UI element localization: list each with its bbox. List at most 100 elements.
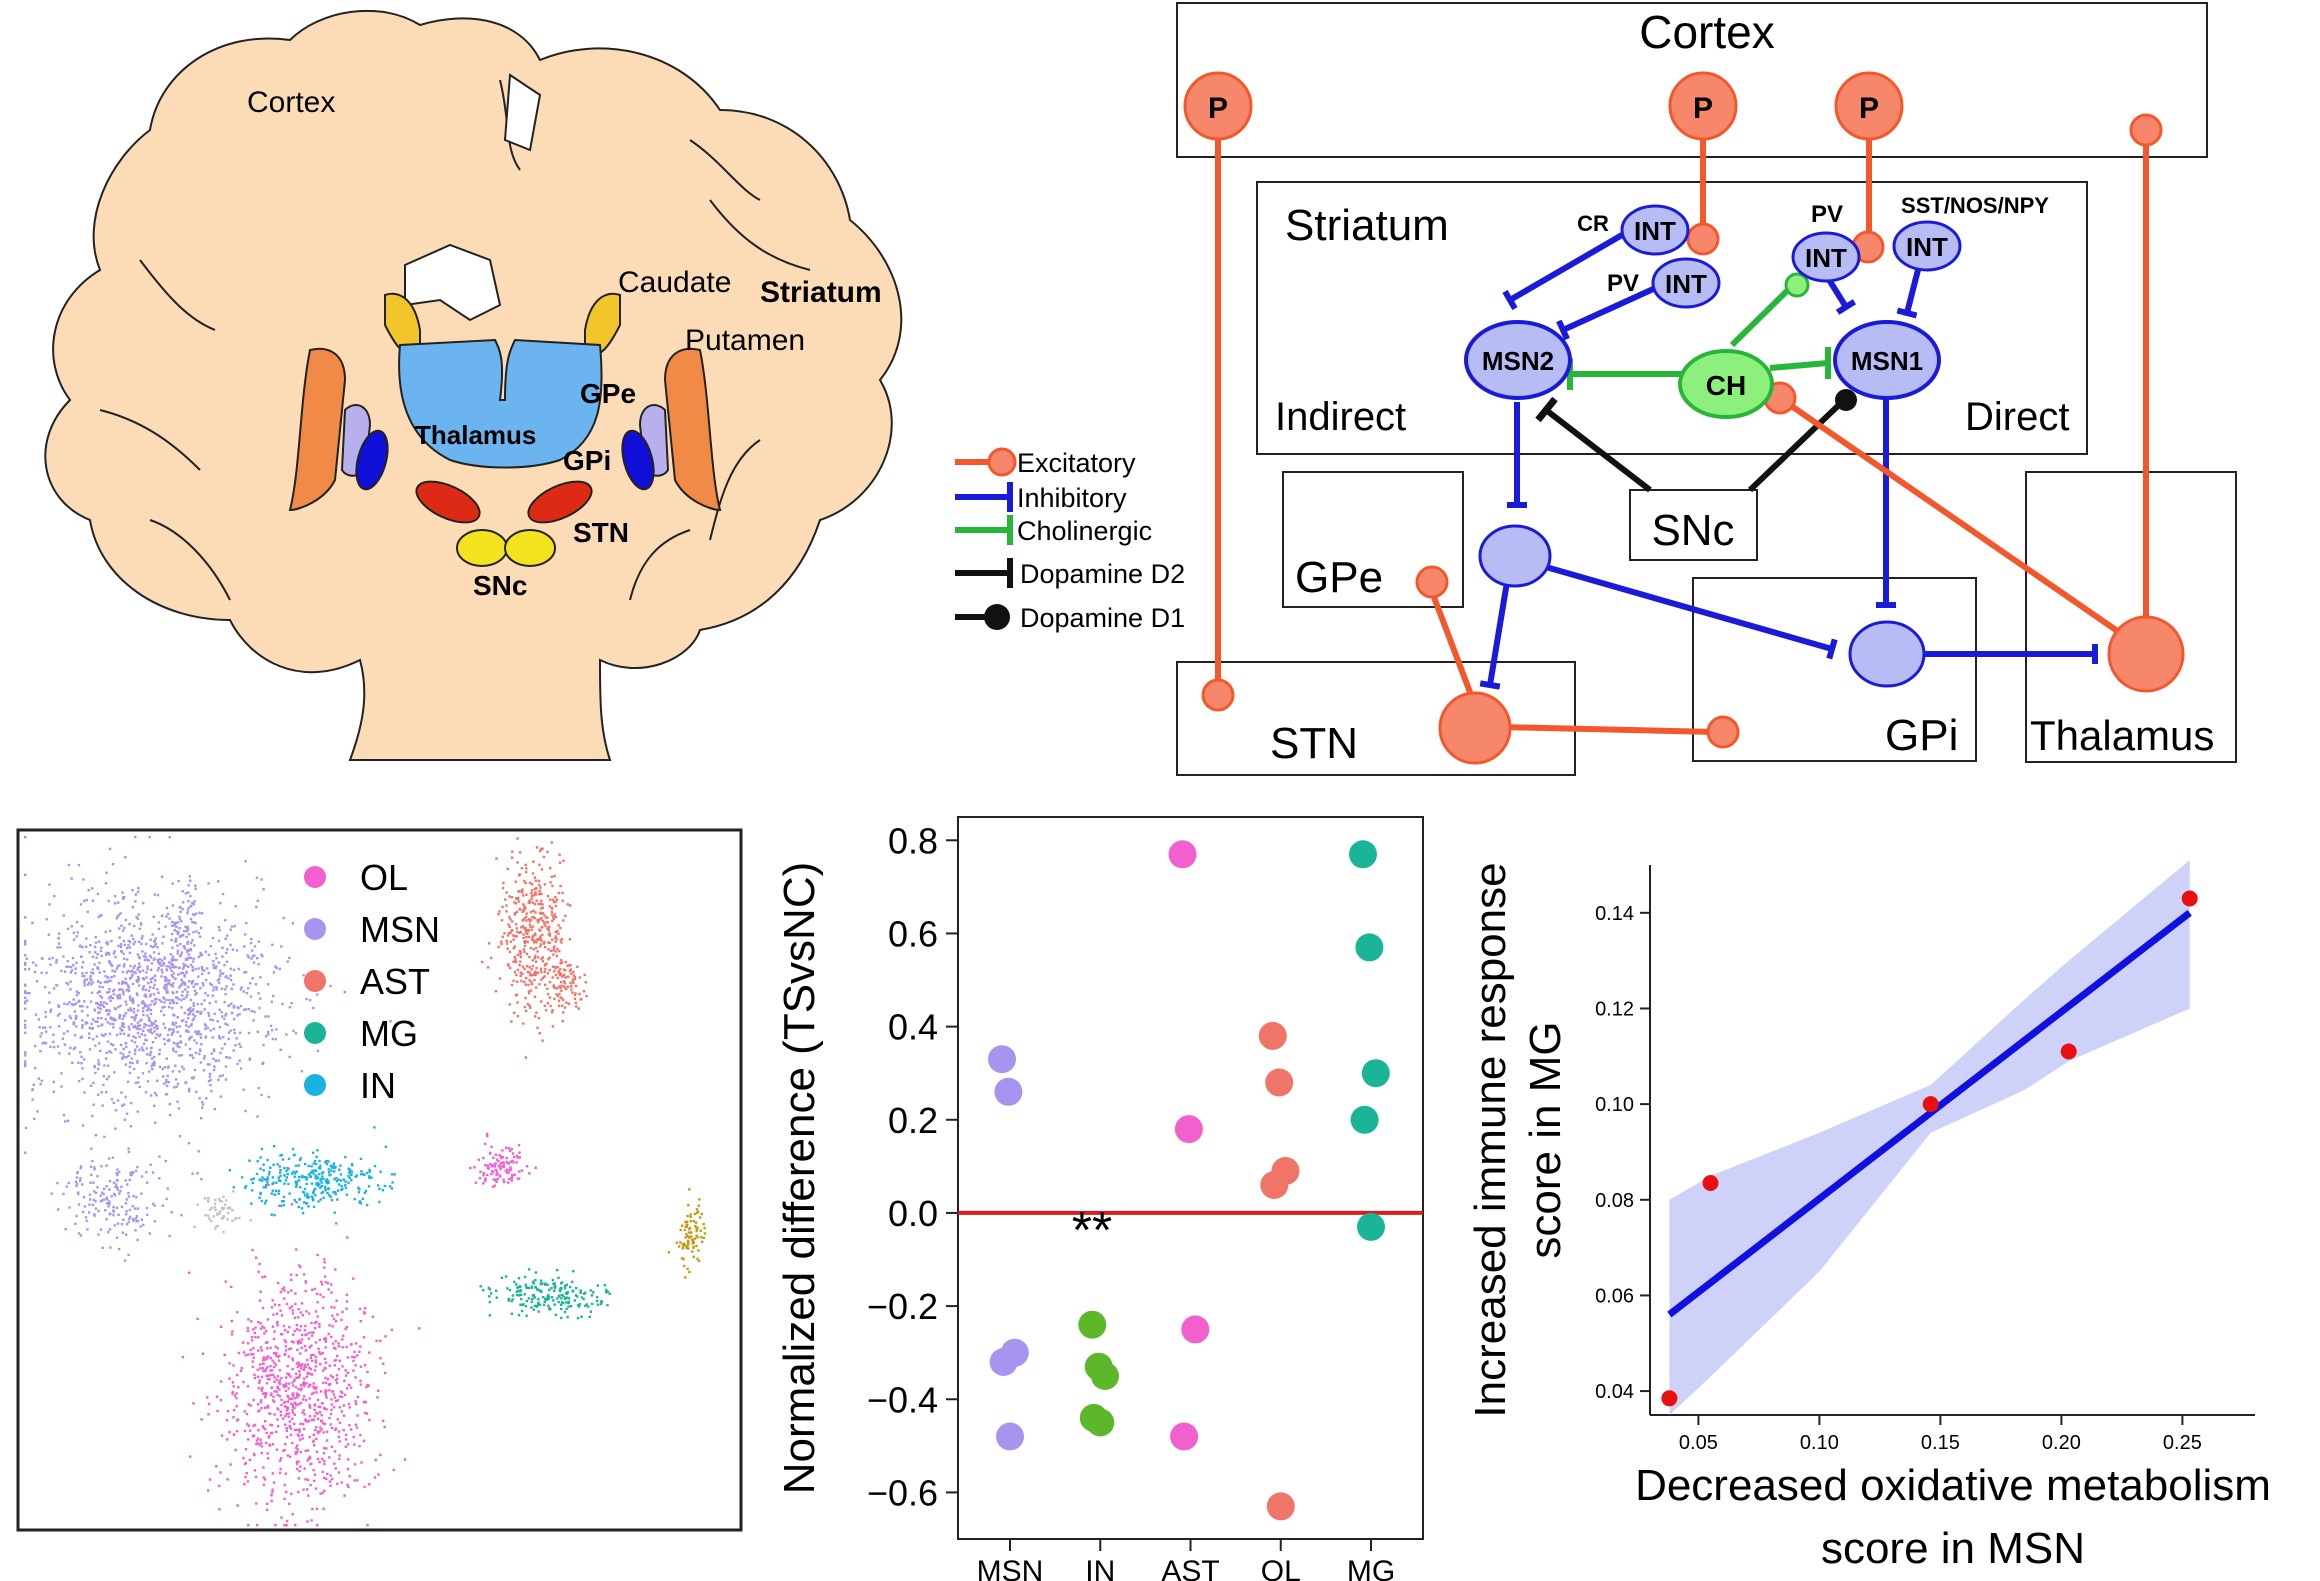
umap-cell <box>524 915 528 918</box>
umap-cell <box>562 919 565 922</box>
umap-cell <box>315 1182 318 1185</box>
umap-cell <box>260 1441 263 1445</box>
umap-cell <box>304 1449 307 1452</box>
umap-cell <box>162 935 165 938</box>
umap-cell <box>290 1172 294 1175</box>
umap-cell <box>193 1225 196 1228</box>
umap-cell <box>64 1228 67 1231</box>
umap-cell <box>682 1264 686 1268</box>
umap-cell <box>333 1166 336 1169</box>
umap-cell <box>485 1132 489 1136</box>
umap-cell <box>97 1059 100 1062</box>
umap-cell <box>216 979 220 982</box>
umap-cell <box>256 957 259 960</box>
umap-cell <box>534 891 537 894</box>
umap-cell <box>35 980 39 983</box>
umap-cell <box>190 982 193 985</box>
umap-cell <box>276 1375 279 1378</box>
umap-cell <box>325 1162 329 1166</box>
umap-cell <box>232 1433 236 1436</box>
umap-cell <box>264 1015 267 1018</box>
umap-cell <box>560 1316 563 1320</box>
umap-cell <box>284 1345 287 1348</box>
umap-cell <box>79 1036 82 1039</box>
umap-cell <box>303 1384 306 1387</box>
umap-cell <box>320 1402 324 1405</box>
umap-cell <box>261 1306 265 1310</box>
regression-chart: 0.140.120.100.080.060.04 0.05 0.10 0.15 0.2… <box>1466 860 2271 1573</box>
umap-cell <box>270 1392 273 1395</box>
umap-cell <box>191 969 194 972</box>
umap-cell <box>194 967 197 971</box>
umap-cell <box>302 1382 305 1385</box>
umap-cell <box>312 1006 315 1010</box>
umap-cell <box>315 1320 318 1323</box>
umap-cell <box>522 933 525 936</box>
umap-cell <box>93 1064 96 1068</box>
umap-cell <box>119 912 122 915</box>
umap-cell <box>247 1524 250 1527</box>
umap-cell <box>265 1431 268 1435</box>
umap-cell <box>376 1184 380 1187</box>
umap-cell <box>292 1384 295 1387</box>
umap-cell <box>533 939 536 942</box>
umap-cell <box>687 1204 690 1207</box>
strip-xtick-label: OL <box>1261 1555 1301 1581</box>
umap-cell <box>268 1444 272 1447</box>
umap-cell <box>90 971 93 974</box>
umap-cell <box>85 1219 88 1223</box>
umap-cell <box>184 958 187 961</box>
umap-cell <box>523 967 526 970</box>
umap-cell <box>548 968 551 972</box>
umap-cell <box>77 1203 81 1206</box>
umap-cell <box>183 973 186 977</box>
reg-ytick-label: 0.04 <box>1595 1381 1634 1403</box>
umap-cell <box>69 988 72 991</box>
umap-cell <box>268 1412 271 1415</box>
umap-cell <box>206 967 209 970</box>
umap-cell <box>136 968 139 971</box>
umap-cell <box>204 950 208 954</box>
umap-cell <box>256 1403 260 1406</box>
umap-cell <box>180 1019 184 1023</box>
umap-cell <box>158 958 162 961</box>
umap-cell <box>195 930 198 933</box>
umap-cell <box>310 1195 314 1198</box>
umap-cell <box>379 1357 382 1360</box>
umap-cell <box>533 1304 536 1308</box>
umap-cell <box>285 1490 288 1494</box>
umap-cell <box>124 1202 128 1205</box>
umap-cell <box>519 1293 523 1297</box>
umap-cell <box>185 930 189 933</box>
umap-cell <box>295 1460 299 1463</box>
umap-cell <box>301 1333 304 1337</box>
umap-cell <box>259 1438 262 1442</box>
umap-cell <box>344 1156 347 1159</box>
umap-cell <box>220 1206 224 1210</box>
umap-cell <box>339 1173 343 1176</box>
umap-cell <box>298 1370 301 1373</box>
umap-cell <box>264 1396 267 1399</box>
umap-cell <box>45 1030 48 1033</box>
umap-cell <box>113 902 117 905</box>
umap-cell <box>132 943 135 946</box>
umap-cell <box>551 919 554 923</box>
umap-cell <box>272 1181 275 1184</box>
umap-cell <box>105 1002 108 1005</box>
umap-cell <box>533 887 536 891</box>
umap-cell <box>252 1356 255 1359</box>
umap-cell <box>123 963 126 966</box>
umap-cell <box>279 1204 283 1208</box>
reg-yticks: 0.140.120.100.080.060.04 <box>1595 903 1650 1403</box>
umap-cell <box>302 1368 306 1372</box>
umap-cell <box>530 1300 534 1303</box>
umap-cell <box>237 1386 240 1389</box>
strip-points <box>988 840 1390 1521</box>
umap-cell <box>494 990 498 993</box>
umap-cell <box>107 951 110 955</box>
umap-cell <box>93 1008 96 1011</box>
umap-cell <box>226 948 229 951</box>
umap-cell <box>99 1001 103 1004</box>
umap-cell <box>273 1376 276 1379</box>
umap-cell <box>311 1288 314 1291</box>
